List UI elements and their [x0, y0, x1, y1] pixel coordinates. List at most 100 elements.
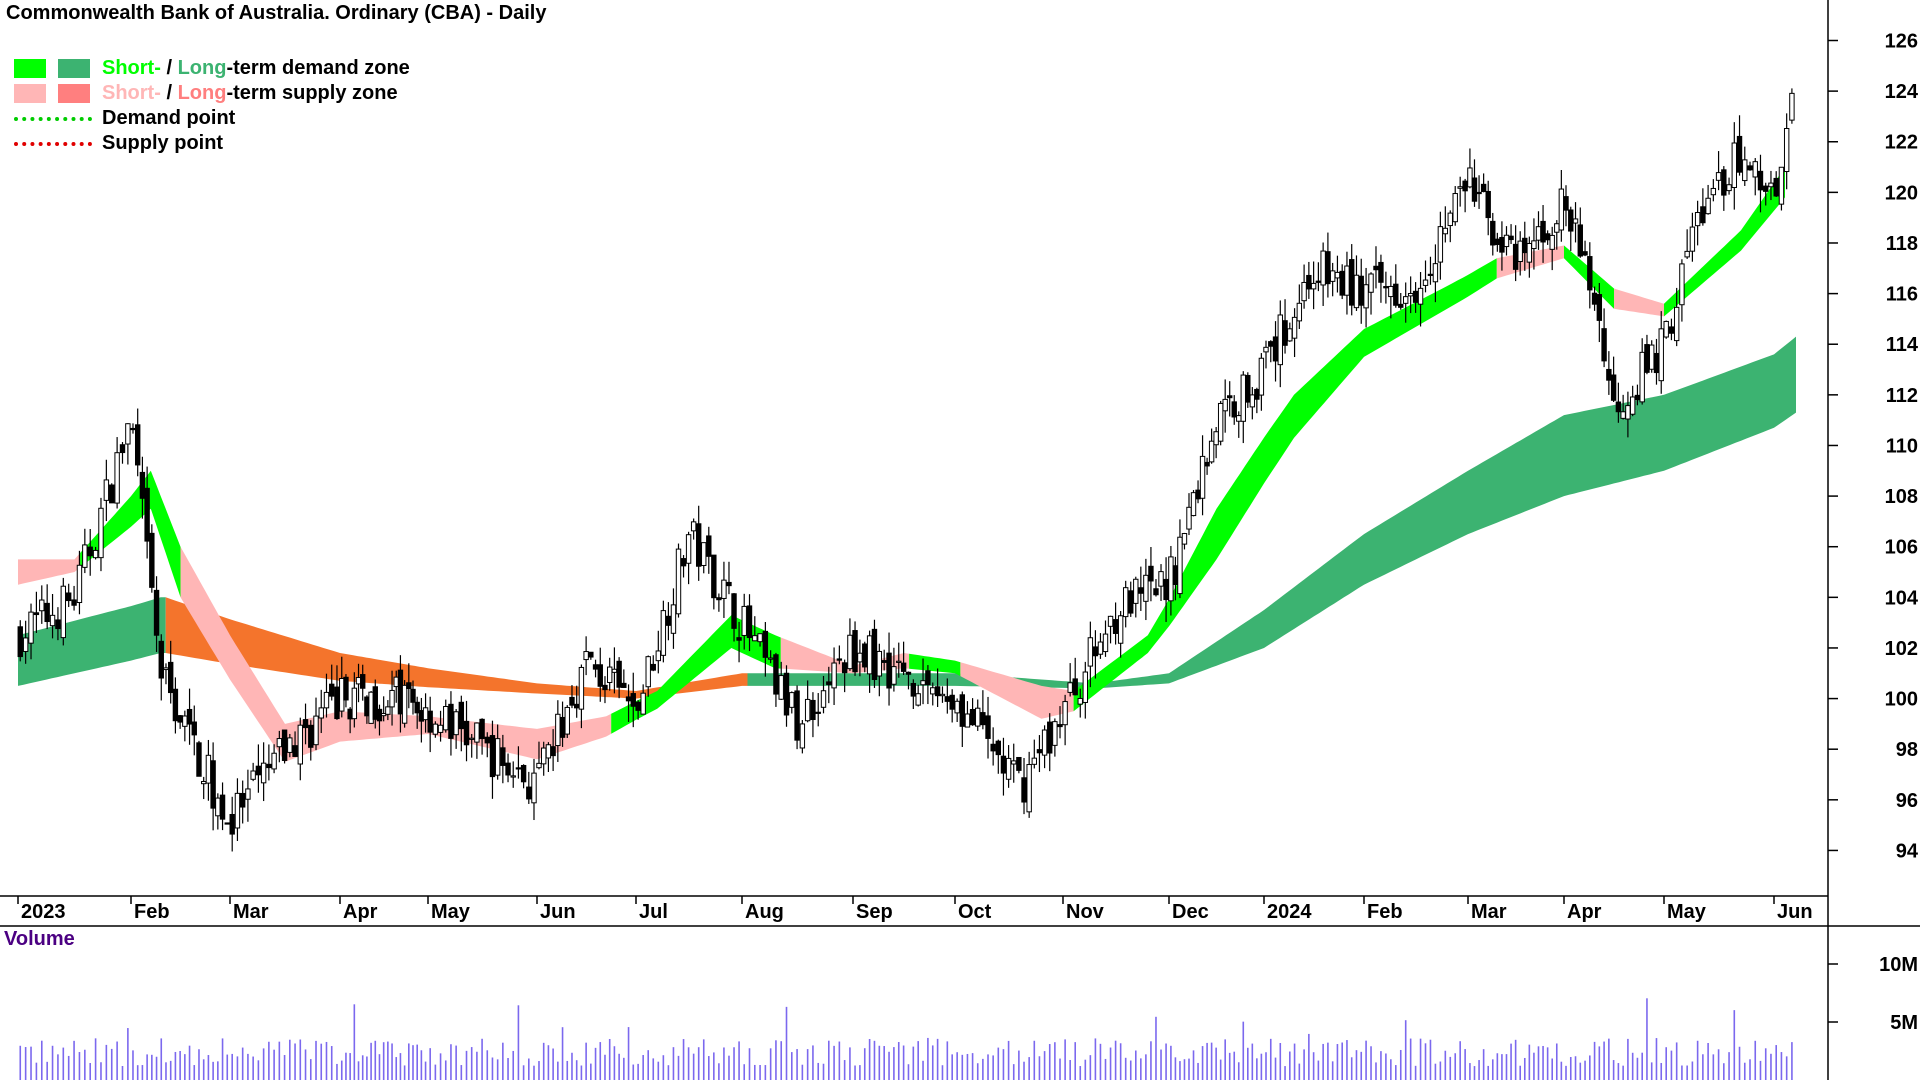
candle-body — [1526, 242, 1533, 263]
candle-body — [427, 710, 433, 733]
candle-body — [28, 611, 34, 644]
candle-body — [876, 650, 883, 677]
candle-body — [351, 687, 358, 720]
candle-body — [741, 605, 747, 636]
candle-body — [1644, 344, 1650, 373]
legend-long-label: Long — [177, 57, 227, 79]
candle-body — [871, 628, 878, 680]
candle-body — [44, 602, 50, 623]
candle-body — [1679, 263, 1685, 306]
candle-body — [862, 643, 868, 668]
candle-body — [778, 675, 784, 700]
legend-demand-point: Demand point — [14, 106, 410, 131]
candle-body — [158, 640, 164, 679]
candle-body — [1752, 161, 1758, 178]
candle-body — [1577, 224, 1583, 257]
candle-body — [746, 605, 753, 639]
candle-body — [1092, 646, 1099, 657]
candle-body — [635, 701, 641, 711]
candle-body — [1582, 251, 1588, 256]
candle-body — [313, 715, 319, 746]
candle-body — [1047, 721, 1053, 754]
x-tick-label: Dec — [1172, 901, 1209, 923]
candle-body — [1549, 234, 1555, 250]
candle-body — [762, 630, 769, 658]
candle-body — [1773, 177, 1779, 197]
candle-body — [1467, 167, 1473, 188]
candle-body — [1591, 292, 1598, 305]
candle-body — [1186, 506, 1192, 530]
candle-body — [406, 682, 412, 690]
y-tick-label: 120 — [1885, 182, 1918, 204]
y-tick-label: 94 — [1896, 840, 1919, 862]
candle-body — [71, 599, 77, 606]
candle-body — [675, 548, 682, 615]
short-zone-demand-segment — [1664, 167, 1785, 317]
y-tick-label: 110 — [1886, 435, 1918, 457]
candle-body — [414, 701, 420, 714]
candle-body — [1610, 374, 1617, 401]
volume-bars — [19, 998, 1793, 1080]
candle-body — [578, 666, 585, 710]
candle-body — [489, 735, 496, 778]
candle-body — [1249, 394, 1256, 408]
candle-body — [515, 767, 522, 770]
candle-body — [789, 692, 795, 708]
candle-body — [334, 686, 340, 720]
candle-body — [1615, 401, 1622, 413]
candle-body — [1673, 306, 1680, 342]
candle-body — [474, 722, 480, 743]
candle-body — [505, 762, 511, 776]
candle-body — [1153, 588, 1159, 596]
candle-body — [1402, 296, 1409, 304]
candle-body — [1778, 166, 1785, 205]
candle-body — [964, 713, 971, 728]
candle-body — [621, 682, 627, 688]
supply-point-swatch — [14, 141, 92, 146]
candle-body — [1087, 637, 1094, 667]
candle-body — [990, 743, 996, 752]
candle-body — [1747, 165, 1753, 171]
candle-body — [153, 589, 160, 636]
candle-body — [114, 452, 120, 504]
y-tick-label: 124 — [1885, 81, 1919, 103]
candle-body — [139, 471, 146, 499]
volume-tick-label: 5M — [1890, 1012, 1918, 1034]
candle-body — [1763, 185, 1769, 192]
candle-body — [200, 781, 207, 785]
candle-body — [372, 686, 378, 720]
candle-body — [385, 706, 391, 715]
candle-body — [1168, 556, 1174, 602]
candle-body — [959, 694, 966, 727]
candle-body — [1310, 282, 1317, 290]
candle-body — [76, 564, 83, 604]
candle-body — [1052, 721, 1058, 746]
candle-body — [1407, 292, 1414, 297]
x-tick-label: 2024 — [1267, 901, 1312, 923]
candle-body — [323, 691, 330, 709]
y-tick-label: 108 — [1885, 486, 1918, 508]
candle-body — [1158, 571, 1164, 587]
candle-body — [1684, 250, 1690, 258]
candle-body — [665, 615, 672, 626]
candle-body — [900, 662, 907, 672]
candle-body — [1026, 764, 1032, 813]
volume-tick-label: 10M — [1879, 954, 1918, 976]
candle-body — [1383, 286, 1389, 289]
candle-body — [1512, 243, 1519, 270]
candle-body — [271, 752, 277, 770]
candle-body — [930, 687, 936, 695]
candle-body — [645, 656, 651, 688]
candle-body — [1082, 671, 1089, 703]
candle-body — [401, 684, 408, 724]
candle-body — [550, 746, 556, 757]
candle-body — [92, 549, 99, 559]
candle-body — [1325, 251, 1331, 285]
candle-body — [949, 694, 955, 710]
candle-body — [1563, 196, 1569, 211]
legend-demand-zone-label: -term demand zone — [226, 57, 410, 79]
candle-body — [910, 682, 917, 697]
candle-body — [597, 664, 603, 687]
candle-body — [239, 792, 246, 808]
